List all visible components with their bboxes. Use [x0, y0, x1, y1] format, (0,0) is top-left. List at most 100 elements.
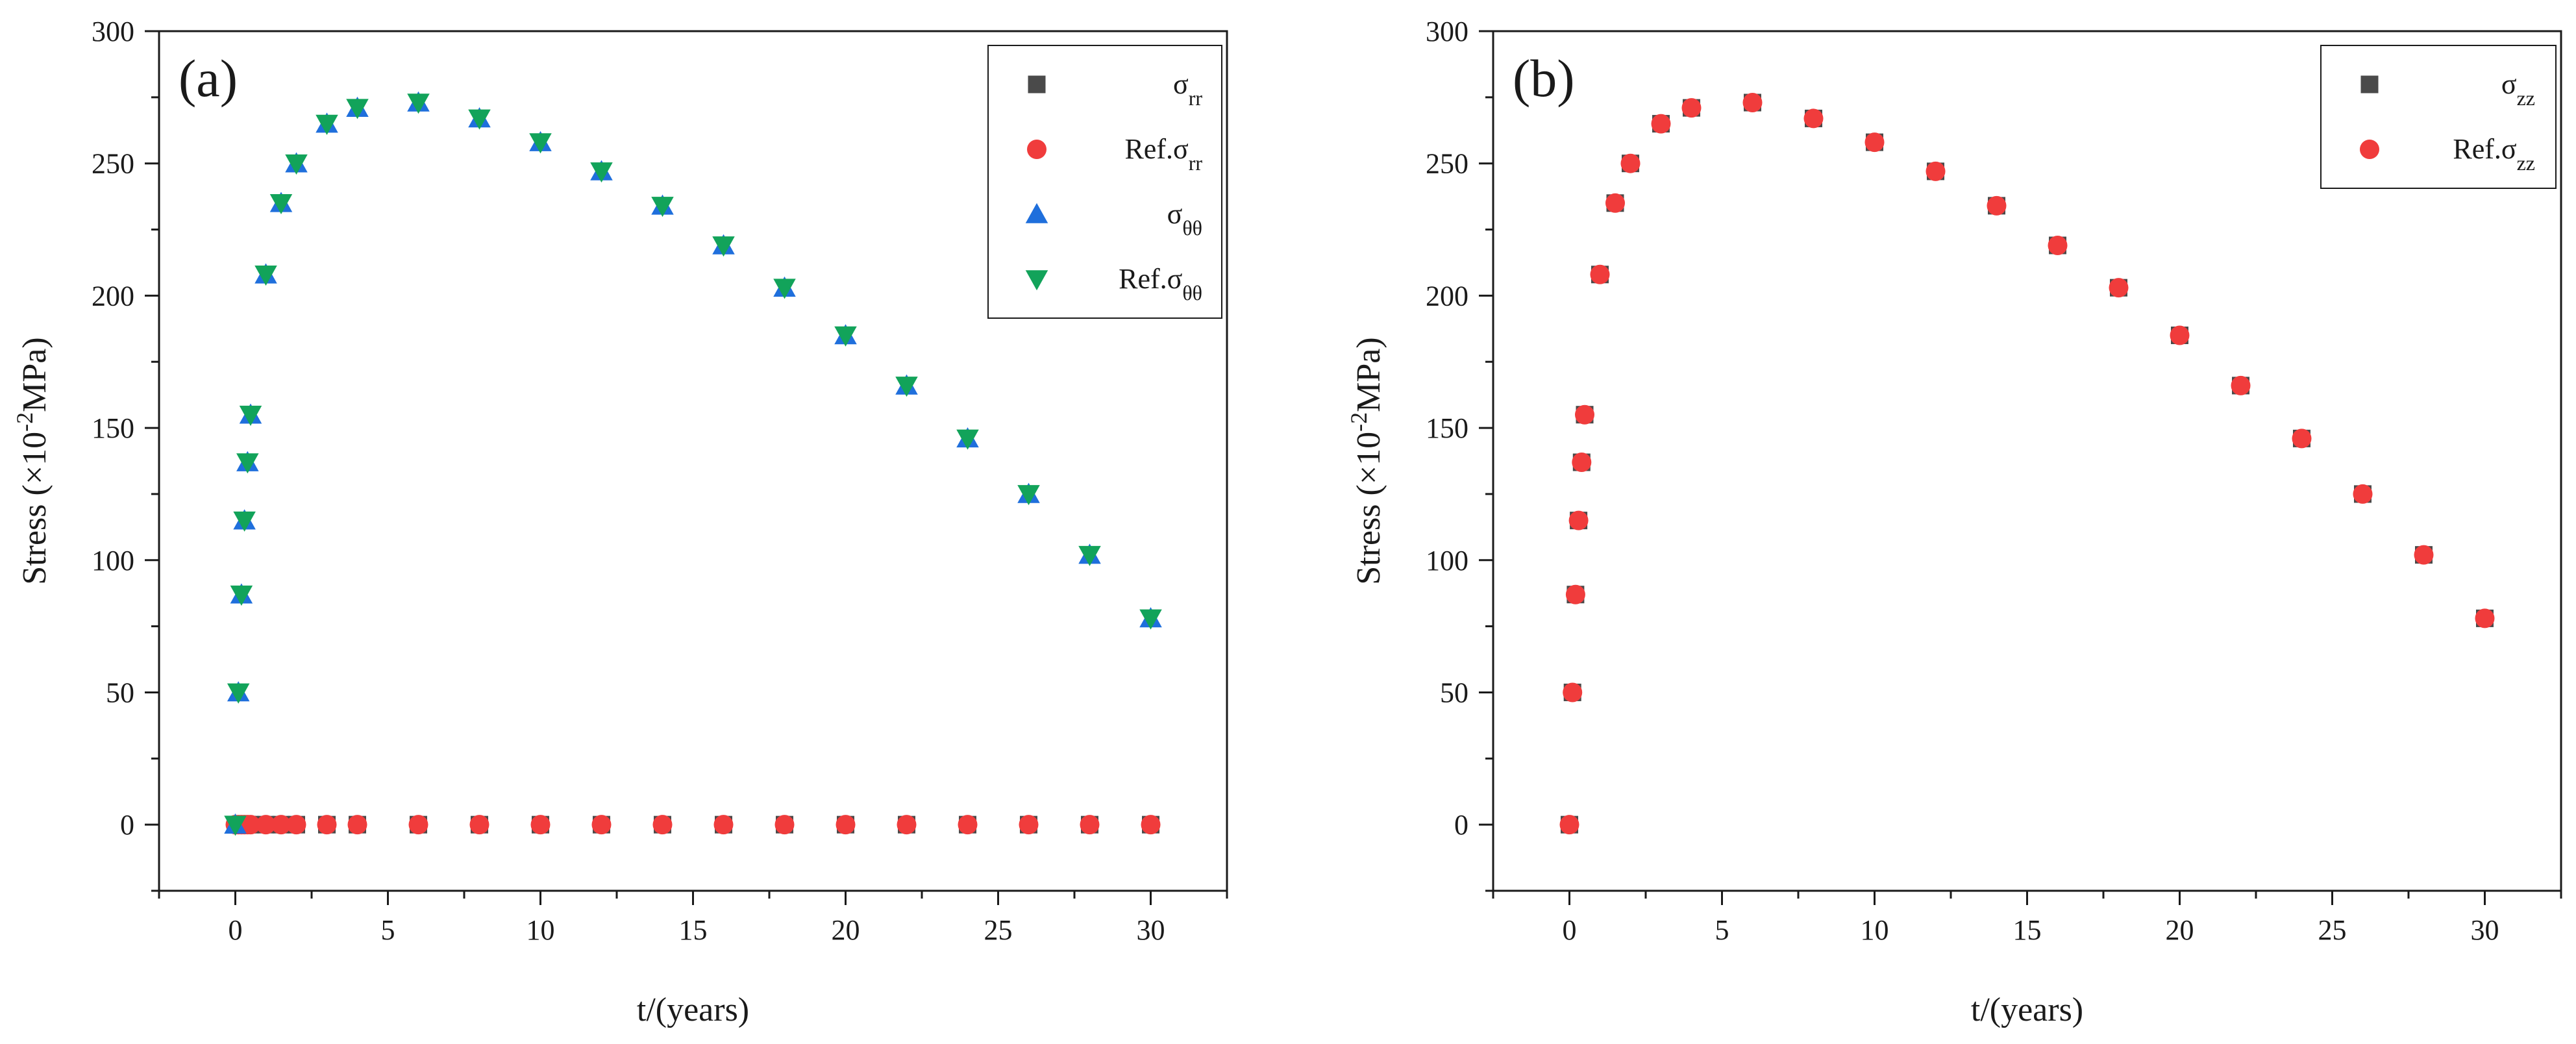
data-point — [1017, 485, 1040, 506]
data-point — [254, 265, 277, 286]
x-axis-title: t/(years) — [1971, 991, 2083, 1028]
data-point — [1565, 584, 1585, 604]
legend-label: Ref.σzz — [2453, 133, 2535, 175]
data-point — [2414, 545, 2434, 565]
data-point — [233, 511, 256, 532]
data-point — [1559, 815, 1579, 835]
data-point — [407, 93, 430, 114]
y-tick-label: 50 — [106, 677, 134, 708]
x-tick-label: 5 — [1715, 914, 1729, 946]
legend-label: σθθ — [1167, 198, 1202, 240]
data-point — [1620, 153, 1641, 173]
data-point — [652, 815, 673, 835]
data-point — [1590, 264, 1610, 284]
y-tick-label: 150 — [92, 412, 134, 444]
data-point — [1080, 815, 1100, 835]
y-tick-label: 200 — [1426, 280, 1468, 312]
y-tick-label: 150 — [1426, 412, 1468, 444]
data-point — [271, 815, 291, 835]
data-point — [230, 585, 253, 606]
data-point — [2048, 235, 2068, 255]
data-point — [529, 133, 552, 154]
x-tick-label: 10 — [526, 914, 555, 946]
data-point — [469, 815, 489, 835]
data-point — [1572, 453, 1592, 473]
data-point — [1078, 545, 1101, 566]
series-ref-3 — [224, 93, 1162, 836]
data-point — [2109, 278, 2129, 298]
data-point — [269, 194, 293, 215]
series-refzz-1 — [1559, 92, 2495, 835]
data-point — [2292, 429, 2312, 449]
data-point — [241, 815, 260, 835]
data-point — [1742, 92, 1763, 112]
data-point — [712, 236, 735, 257]
data-point — [1681, 98, 1702, 118]
data-point — [1926, 161, 1946, 181]
legend-label: σrr — [1173, 68, 1202, 110]
data-point — [285, 154, 308, 175]
data-point — [836, 815, 856, 835]
data-point — [1563, 682, 1583, 702]
x-tick-label: 10 — [1861, 914, 1889, 946]
data-point — [1139, 609, 1162, 630]
x-tick-label: 25 — [984, 914, 1013, 946]
data-point — [958, 815, 978, 835]
series-zz-0 — [1561, 93, 2494, 834]
x-tick-label: 30 — [2471, 914, 2499, 946]
panel-a: 0 5 10 15 20 25 30050100150200250300t/(years)S… — [12, 16, 1228, 1028]
data-point — [316, 114, 338, 135]
panel-b: 0 5 10 15 20 25 30050100150200250300t/(years)S… — [1346, 16, 2562, 1028]
data-point — [1605, 193, 1625, 213]
x-tick-label: 20 — [2166, 914, 2194, 946]
x-tick-label: 5 — [381, 914, 395, 946]
y-tick-label: 200 — [92, 280, 134, 312]
y-tick-label: 300 — [92, 16, 134, 47]
y-tick-label: 100 — [92, 545, 134, 577]
data-point — [530, 815, 551, 835]
data-point — [346, 99, 369, 119]
data-point — [1568, 510, 1589, 530]
data-point — [2353, 484, 2373, 504]
x-axis-title: t/(years) — [637, 991, 749, 1028]
data-point — [1019, 815, 1039, 835]
data-point — [227, 683, 250, 704]
data-point — [317, 815, 337, 835]
y-tick-label: 250 — [1426, 148, 1468, 180]
x-tick-label: 20 — [832, 914, 860, 946]
data-point — [956, 429, 979, 450]
legend-label: σzz — [2501, 68, 2535, 110]
x-tick-label: 15 — [2013, 914, 2042, 946]
data-point — [590, 162, 613, 183]
data-point — [468, 109, 491, 130]
data-point — [236, 453, 259, 474]
legend-marker — [1025, 203, 1048, 223]
data-point — [1987, 195, 2007, 216]
data-point — [2231, 375, 2251, 395]
legend: σzz Ref.σzz — [2320, 45, 2557, 189]
data-point — [774, 815, 795, 835]
data-point — [834, 326, 857, 347]
data-point — [1575, 404, 1594, 425]
data-point — [1141, 815, 1161, 835]
y-axis-title: Stress (×10-2MPa) — [12, 337, 53, 584]
data-point — [224, 815, 247, 836]
y-tick-label: 300 — [1426, 16, 1468, 47]
legend: σrr Ref.σrr σθθ Ref.σθθ — [987, 45, 1222, 319]
y-axis-title: Stress (×10-2MPa) — [1346, 337, 1387, 584]
data-point — [286, 815, 306, 835]
y-tick-label: 100 — [1426, 545, 1468, 577]
legend-frame — [2320, 45, 2557, 189]
legend-marker — [2360, 140, 2379, 159]
legend-marker — [2360, 75, 2379, 93]
data-point — [347, 815, 367, 835]
data-point — [591, 815, 612, 835]
data-point — [651, 197, 674, 218]
data-point — [1803, 108, 1824, 129]
data-point — [256, 815, 276, 835]
panel-label: (b) — [1513, 49, 1575, 108]
x-tick-label: 0 — [1563, 914, 1577, 946]
panel-label: (a) — [179, 49, 238, 108]
legend-marker — [1027, 140, 1046, 159]
